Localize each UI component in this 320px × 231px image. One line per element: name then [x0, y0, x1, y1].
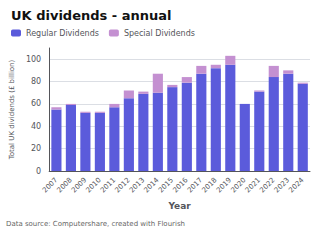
- svg-text:2024: 2024: [287, 176, 306, 195]
- svg-text:UK dividends - annual: UK dividends - annual: [11, 8, 171, 23]
- svg-text:2016: 2016: [171, 176, 189, 194]
- svg-text:60: 60: [31, 99, 41, 108]
- svg-text:2012: 2012: [113, 176, 131, 194]
- svg-text:2018: 2018: [200, 176, 218, 194]
- svg-text:2015: 2015: [157, 176, 175, 194]
- svg-text:80: 80: [31, 77, 41, 86]
- svg-text:2014: 2014: [142, 176, 161, 195]
- svg-text:2023: 2023: [273, 176, 291, 194]
- svg-text:2011: 2011: [99, 176, 117, 194]
- svg-text:2010: 2010: [84, 176, 102, 194]
- svg-text:2022: 2022: [258, 176, 276, 194]
- svg-text:2009: 2009: [70, 176, 88, 194]
- svg-text:2017: 2017: [186, 176, 204, 194]
- svg-text:Special Dividends: Special Dividends: [124, 29, 195, 38]
- svg-text:2021: 2021: [244, 176, 262, 194]
- svg-text:20: 20: [31, 144, 41, 153]
- svg-text:0: 0: [36, 167, 41, 176]
- svg-text:100: 100: [26, 55, 41, 64]
- svg-text:2007: 2007: [41, 176, 59, 194]
- svg-text:2019: 2019: [215, 176, 233, 194]
- svg-text:40: 40: [31, 122, 41, 131]
- svg-text:Regular Dividends: Regular Dividends: [26, 29, 99, 38]
- svg-text:2008: 2008: [56, 176, 74, 194]
- svg-text:2013: 2013: [128, 176, 146, 194]
- svg-text:Data source: Computershare, cr: Data source: Computershare, created with…: [6, 220, 185, 228]
- svg-text:Total UK dividends (£ billion): Total UK dividends (£ billion): [8, 59, 16, 160]
- svg-text:Year: Year: [167, 201, 191, 211]
- svg-text:2020: 2020: [229, 176, 247, 194]
